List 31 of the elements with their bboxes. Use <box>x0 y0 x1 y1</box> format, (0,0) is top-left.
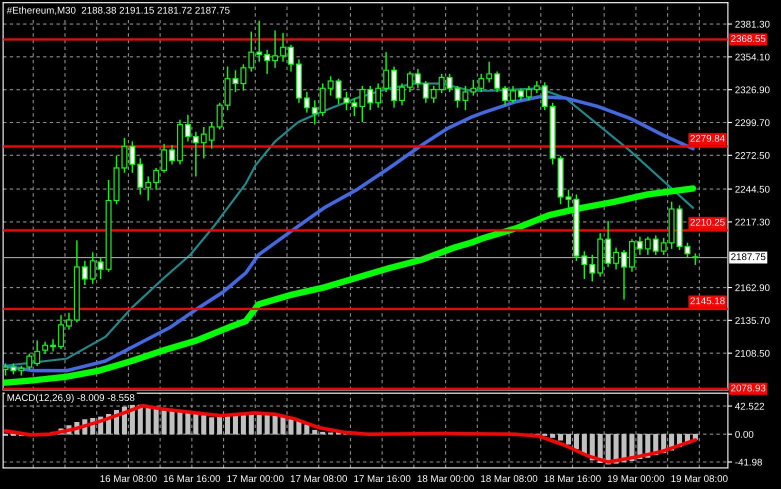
y-tick-label: 2108.50 <box>735 350 770 357</box>
x-tick-label: 18 Mar 08:00 <box>481 475 538 482</box>
x-tick-label: 16 Mar 08:00 <box>100 475 157 482</box>
ref-line-label: 2368.55 <box>731 35 766 42</box>
y-tick-label: 42.522 <box>735 402 764 410</box>
y-tick-label: 2381.30 <box>735 20 770 28</box>
chart-title: MACD(12,26,9) -8.009 -8.558 <box>8 394 134 403</box>
ref-line-label: 2187.75 <box>731 253 766 260</box>
y-tick-label: 2162.90 <box>735 284 770 292</box>
chart-title: #Ethereum,M30 2188.38 2191.15 2181.72 2187.75 <box>6 6 230 15</box>
x-tick-label: 16 Mar 16:00 <box>164 475 220 482</box>
y-tick-label: 0.00 <box>735 430 754 438</box>
x-tick-label: 18 Mar 16:00 <box>544 475 601 482</box>
ref-line-label: 2210.25 <box>690 218 725 226</box>
ref-line-label: 2279.84 <box>690 134 725 142</box>
y-tick-label: 2272.50 <box>735 152 770 159</box>
y-tick-label: -41.98 <box>735 458 762 466</box>
x-tick-label: 18 Mar 00:00 <box>418 475 474 482</box>
y-tick-label: 2299.70 <box>735 119 770 126</box>
y-tick-label: 2135.70 <box>735 317 770 324</box>
x-tick-label: 19 Mar 08:00 <box>671 475 728 482</box>
x-tick-label: 19 Mar 00:00 <box>608 475 664 482</box>
ref-line-label: 2145.18 <box>690 297 725 304</box>
ref-line-label: 2078.93 <box>731 384 766 392</box>
y-tick-label: 2244.50 <box>735 186 770 193</box>
x-tick-label: 17 Mar 08:00 <box>290 475 347 482</box>
x-tick-label: 17 Mar 00:00 <box>227 475 284 482</box>
y-tick-label: 2354.10 <box>735 54 770 60</box>
x-tick-label: 17 Mar 16:00 <box>354 475 410 482</box>
y-tick-label: 2326.90 <box>735 86 770 94</box>
y-tick-label: 2217.30 <box>735 218 770 226</box>
